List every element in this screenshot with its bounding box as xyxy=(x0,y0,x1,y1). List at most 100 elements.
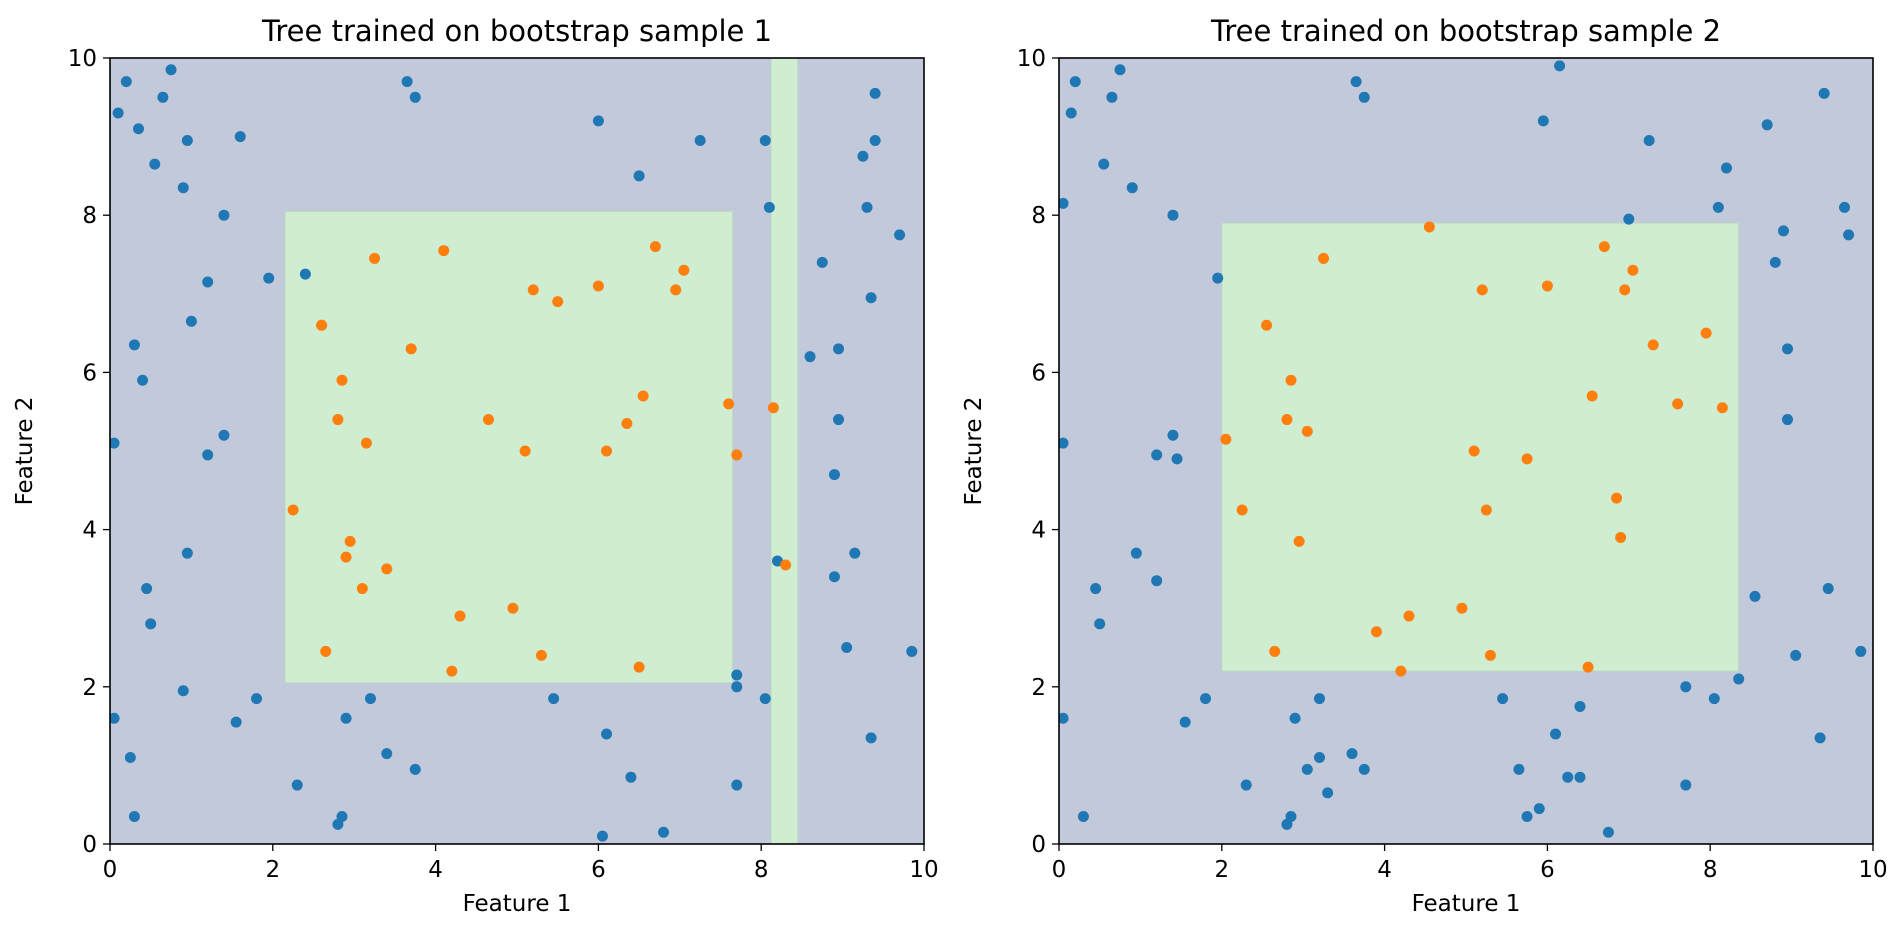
point-class-1 xyxy=(1261,319,1273,331)
point-class-0 xyxy=(1059,712,1069,724)
point-class-0 xyxy=(857,150,869,162)
point-class-0 xyxy=(1167,429,1179,441)
point-class-0 xyxy=(291,779,303,791)
point-class-0 xyxy=(409,763,421,775)
point-class-0 xyxy=(1126,182,1138,194)
y-tick-label: 10 xyxy=(1017,46,1046,72)
point-class-1 xyxy=(381,563,393,575)
point-class-0 xyxy=(1643,135,1655,147)
point-class-1 xyxy=(1582,661,1594,673)
point-class-0 xyxy=(1814,732,1826,744)
point-class-0 xyxy=(1749,590,1761,602)
point-class-0 xyxy=(869,135,881,147)
point-class-1 xyxy=(446,665,458,677)
point-class-0 xyxy=(1200,693,1212,705)
point-class-0 xyxy=(185,315,197,327)
point-class-0 xyxy=(841,642,853,653)
point-class-0 xyxy=(1212,272,1224,284)
point-class-0 xyxy=(1513,763,1525,775)
point-class-1 xyxy=(320,645,332,657)
point-class-0 xyxy=(1733,673,1745,685)
point-class-1 xyxy=(1236,504,1248,516)
point-class-0 xyxy=(1358,91,1370,103)
point-class-1 xyxy=(356,583,368,595)
point-class-0 xyxy=(1346,748,1358,760)
point-class-0 xyxy=(1069,76,1081,88)
point-class-0 xyxy=(1574,771,1586,783)
point-class-0 xyxy=(364,693,376,705)
point-class-0 xyxy=(1059,197,1069,209)
point-class-0 xyxy=(759,135,771,147)
point-class-0 xyxy=(771,555,783,567)
point-class-1 xyxy=(1615,531,1627,543)
point-class-1 xyxy=(649,241,661,253)
point-class-0 xyxy=(1171,453,1183,465)
point-class-0 xyxy=(177,685,189,697)
y-tick-label: 8 xyxy=(82,203,97,229)
x-tick-label: 10 xyxy=(1858,857,1887,883)
point-class-1 xyxy=(1476,284,1488,296)
x-tick-label: 8 xyxy=(754,857,769,883)
point-class-1 xyxy=(1269,645,1281,657)
y-tick-label: 0 xyxy=(1031,832,1046,858)
point-class-1 xyxy=(519,445,531,457)
point-class-0 xyxy=(763,201,775,213)
point-class-0 xyxy=(833,343,845,355)
point-class-0 xyxy=(1094,618,1106,630)
point-class-0 xyxy=(1761,119,1773,131)
y-tick-label: 8 xyxy=(1031,203,1046,229)
point-class-0 xyxy=(120,76,132,88)
point-class-0 xyxy=(1839,201,1851,213)
point-class-0 xyxy=(112,107,124,119)
x-tick-label: 4 xyxy=(1377,857,1392,883)
point-class-1 xyxy=(1281,414,1293,426)
point-class-0 xyxy=(849,547,861,559)
point-class-0 xyxy=(177,182,189,194)
y-tick-label: 4 xyxy=(1031,518,1046,544)
point-class-0 xyxy=(861,201,873,213)
scatter-points xyxy=(110,64,918,842)
point-class-1 xyxy=(637,390,649,402)
point-class-1 xyxy=(332,414,344,426)
y-tick-label: 2 xyxy=(82,675,97,701)
point-class-0 xyxy=(202,276,214,288)
point-class-0 xyxy=(625,771,637,783)
point-class-1 xyxy=(1541,280,1553,292)
point-class-0 xyxy=(601,728,613,740)
chart-title: Tree trained on bootstrap sample 1 xyxy=(261,14,772,48)
point-class-0 xyxy=(110,712,120,724)
x-tick-label: 6 xyxy=(591,857,606,883)
decision-region-class1 xyxy=(1221,222,1740,672)
point-class-0 xyxy=(731,669,743,681)
point-class-1 xyxy=(678,264,690,276)
point-class-1 xyxy=(405,343,417,355)
point-class-0 xyxy=(218,209,230,221)
point-class-1 xyxy=(454,610,466,622)
point-class-0 xyxy=(1782,414,1794,426)
point-class-0 xyxy=(804,351,816,363)
point-class-0 xyxy=(869,87,881,99)
subplot-right: 0 2 4 6 8 10 0 2 4 6 8 10 Tree trained on bootstrap … xyxy=(961,14,1888,917)
point-class-0 xyxy=(145,618,157,630)
axes-frame xyxy=(109,57,925,845)
point-class-0 xyxy=(1720,162,1732,174)
point-class-0 xyxy=(1114,64,1126,76)
point-class-0 xyxy=(894,229,906,241)
x-tick-label: 10 xyxy=(909,857,938,883)
point-class-0 xyxy=(1521,810,1533,822)
point-class-1 xyxy=(1285,374,1297,386)
point-class-0 xyxy=(1574,700,1586,712)
point-class-0 xyxy=(1554,60,1566,72)
point-class-0 xyxy=(1350,76,1362,88)
y-axis-label: Feature 2 xyxy=(12,397,38,506)
point-class-0 xyxy=(336,810,348,822)
point-class-1 xyxy=(1598,241,1610,253)
point-class-0 xyxy=(1818,87,1830,99)
point-class-1 xyxy=(723,398,735,410)
point-class-0 xyxy=(401,76,413,88)
point-class-0 xyxy=(141,583,153,595)
point-class-0 xyxy=(1708,693,1720,705)
point-class-1 xyxy=(592,280,604,292)
point-class-0 xyxy=(340,712,352,724)
